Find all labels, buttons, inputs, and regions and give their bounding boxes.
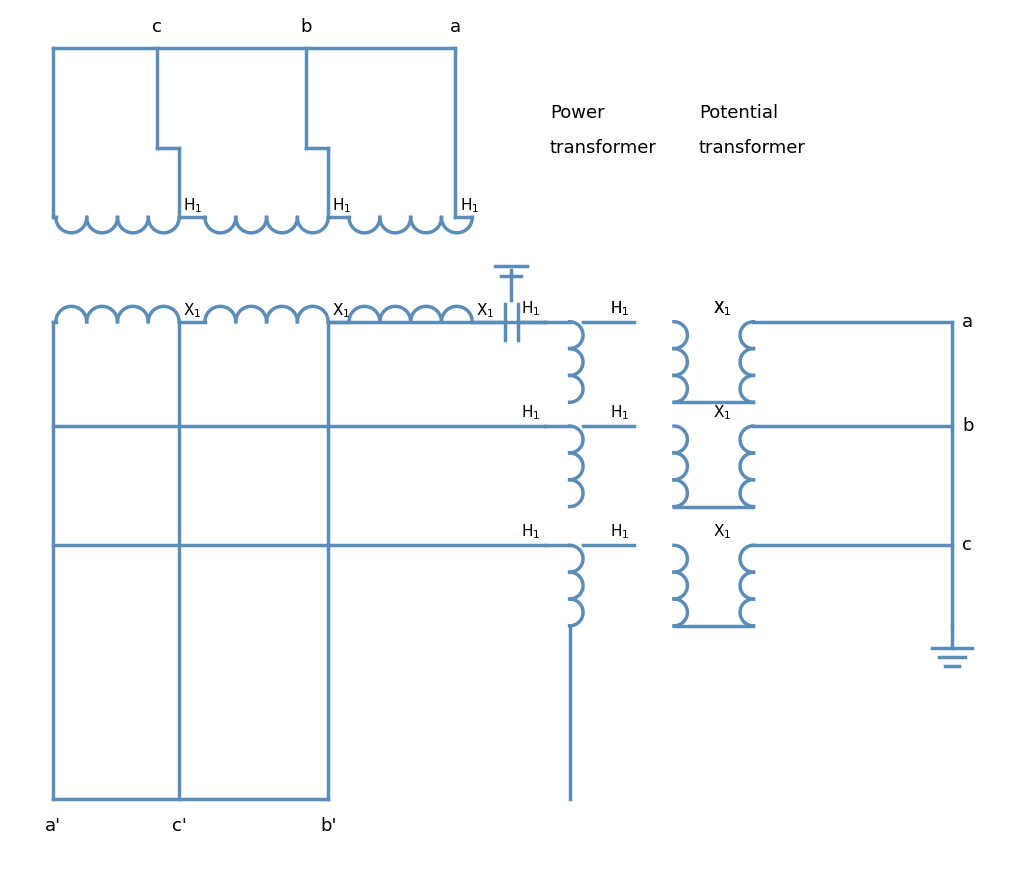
Text: X$_1$: X$_1$: [714, 299, 731, 318]
Text: H$_1$: H$_1$: [461, 196, 479, 216]
Text: H$_1$: H$_1$: [521, 522, 541, 541]
Text: Power: Power: [550, 104, 604, 122]
Text: transformer: transformer: [698, 139, 806, 157]
Text: a: a: [450, 18, 461, 35]
Text: H$_1$: H$_1$: [521, 299, 541, 318]
Text: X$_1$: X$_1$: [714, 299, 731, 318]
Text: X$_1$: X$_1$: [332, 301, 350, 320]
Text: X$_1$: X$_1$: [714, 522, 731, 541]
Text: H$_1$: H$_1$: [183, 196, 203, 216]
Text: c: c: [153, 18, 162, 35]
Text: c': c': [172, 817, 186, 834]
Text: X$_1$: X$_1$: [183, 301, 202, 320]
Text: H$_1$: H$_1$: [610, 299, 630, 318]
Text: X$_1$: X$_1$: [714, 403, 731, 422]
Text: H$_1$: H$_1$: [332, 196, 351, 216]
Text: H$_1$: H$_1$: [521, 403, 541, 422]
Text: b: b: [301, 18, 312, 35]
Text: b: b: [963, 417, 974, 435]
Text: a': a': [45, 817, 61, 834]
Text: X$_1$: X$_1$: [476, 301, 495, 320]
Text: a: a: [963, 313, 973, 330]
Text: H$_1$: H$_1$: [610, 522, 630, 541]
Text: Potential: Potential: [698, 104, 778, 122]
Text: c: c: [963, 537, 972, 554]
Text: transformer: transformer: [550, 139, 656, 157]
Text: H$_1$: H$_1$: [610, 403, 630, 422]
Text: H$_1$: H$_1$: [610, 299, 630, 318]
Text: b': b': [319, 817, 337, 834]
